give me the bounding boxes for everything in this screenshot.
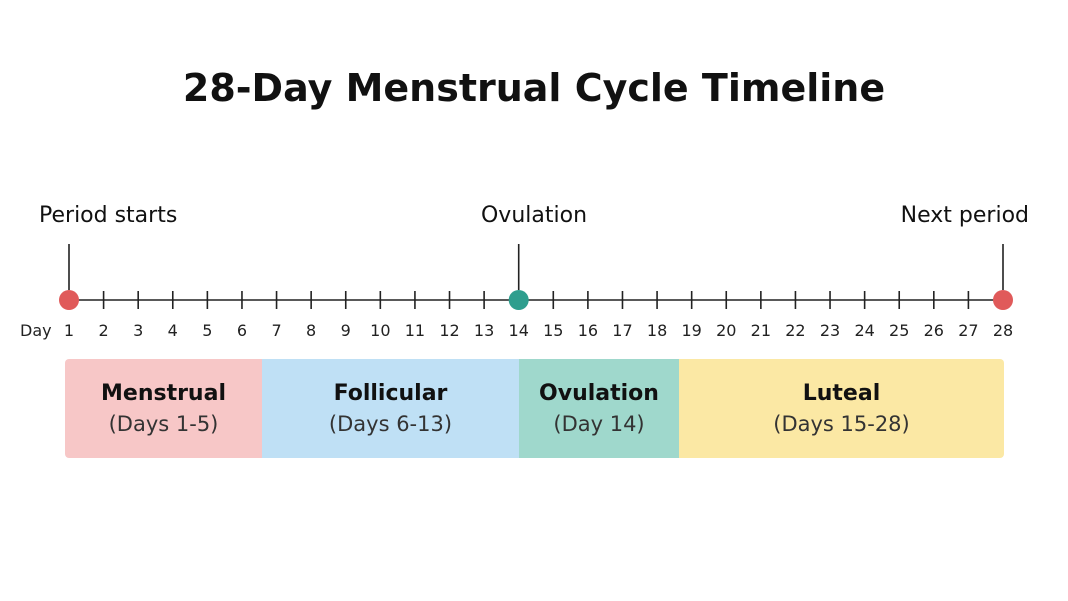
phase-name: Menstrual [101, 380, 226, 406]
tick-label: 25 [889, 321, 909, 340]
phase-menstrual: Menstrual (Days 1-5) [65, 359, 262, 458]
phase-range: (Days 6-13) [328, 411, 453, 436]
phase-name: Ovulation [539, 380, 659, 406]
tick-label: 7 [271, 321, 281, 340]
marker-dot [59, 290, 79, 310]
marker-dot [508, 290, 529, 310]
phase-luteal: Luteal (Days 15-28) [679, 359, 1004, 458]
tick-label: 15 [543, 321, 563, 340]
tick-label: 13 [474, 321, 494, 340]
tick-label: 4 [168, 321, 178, 340]
marker-label-ovulation: Ovulation [480, 203, 588, 228]
tick-label: 14 [509, 321, 529, 340]
phase-range: (Days 1-5) [108, 411, 219, 436]
phase-follicular: Follicular (Days 6-13) [262, 359, 519, 458]
marker-label-period-starts: Period starts [39, 203, 178, 228]
tick-label: 1 [64, 321, 74, 340]
tick-label: 8 [306, 321, 316, 340]
phase-range: (Days 15-28) [773, 411, 910, 436]
phase-name: Luteal [802, 380, 881, 406]
tick-label: 22 [785, 321, 805, 340]
marker-label-next-period: Next period [900, 203, 1029, 228]
tick-label: 6 [237, 321, 247, 340]
tick-label: 9 [341, 321, 351, 340]
tick-label: 2 [98, 321, 108, 340]
tick-label: 3 [133, 321, 143, 340]
phase-range: (Day 14) [553, 411, 645, 436]
axis-label: Day [20, 321, 52, 340]
diagram-title: 28-Day Menstrual Cycle Timeline [182, 66, 886, 110]
tick-label: 24 [854, 321, 874, 340]
tick-label: 21 [751, 321, 771, 340]
tick-label: 23 [820, 321, 840, 340]
tick-label: 19 [681, 321, 701, 340]
phase-name: Follicular [333, 380, 448, 406]
tick-label: 12 [439, 321, 459, 340]
tick-label: 28 [993, 321, 1013, 340]
tick-label: 16 [578, 321, 598, 340]
tick-label: 26 [924, 321, 944, 340]
phase-bar: Menstrual (Days 1-5) Follicular (Days 6-… [65, 359, 1004, 458]
tick-label: 27 [958, 321, 978, 340]
tick-label: 10 [370, 321, 390, 340]
tick-label: 11 [405, 321, 425, 340]
marker-dot [993, 290, 1013, 310]
tick-label: 20 [716, 321, 736, 340]
tick-label: 18 [647, 321, 667, 340]
tick-label: 17 [612, 321, 632, 340]
tick-label: 5 [202, 321, 212, 340]
phase-ovulation: Ovulation (Day 14) [519, 359, 679, 458]
